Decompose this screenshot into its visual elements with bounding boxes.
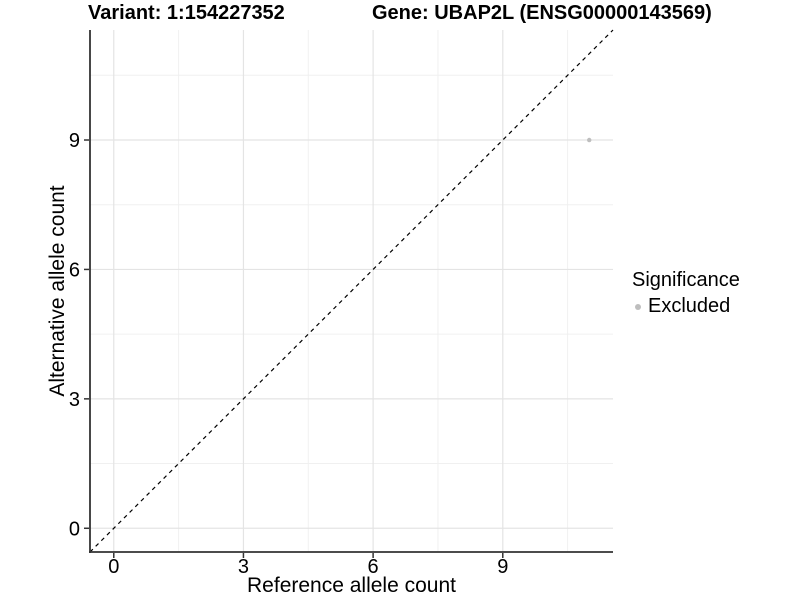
y-tick-label: 3 (69, 389, 80, 411)
legend-entry: Excluded (635, 295, 740, 318)
data-point (587, 137, 592, 143)
x-axis-title: Reference allele count (247, 574, 456, 597)
x-tick-label: 0 (108, 556, 119, 578)
legend-entry-label: Excluded (648, 295, 731, 317)
y-axis-title: Alternative allele count (46, 185, 69, 397)
y-tick-label: 9 (69, 130, 80, 152)
y-tick-label: 6 (69, 259, 80, 281)
legend-point-icon (635, 303, 641, 310)
gene-title: Gene: UBAP2L (ENSG00000143569) (372, 2, 712, 24)
legend: Significance Excluded (632, 269, 740, 318)
identity-reference-line (89, 29, 614, 553)
x-tick-label: 9 (497, 556, 508, 578)
legend-title: Significance (632, 269, 740, 291)
variant-title: Variant: 1:154227352 (88, 2, 285, 24)
y-tick-label: 0 (69, 518, 80, 540)
x-tick-label: 3 (238, 556, 249, 578)
x-tick-label: 6 (368, 556, 379, 578)
